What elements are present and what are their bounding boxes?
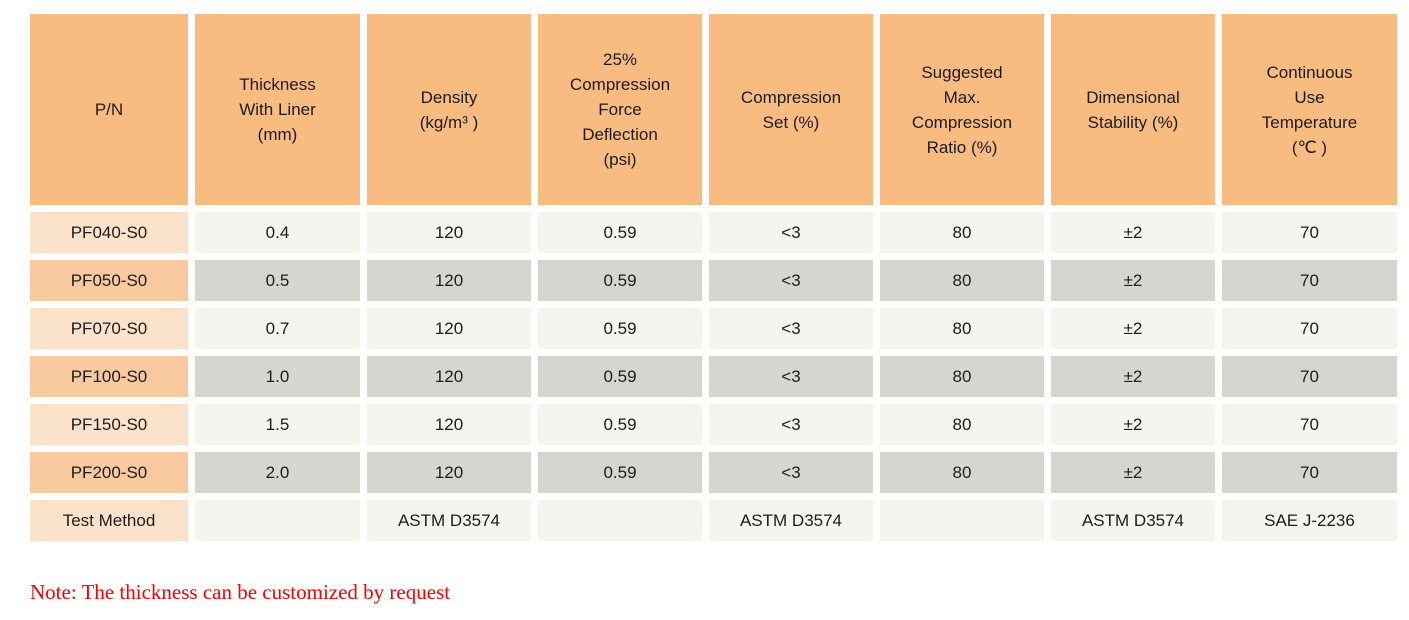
data-cell: ±2 (1051, 260, 1215, 301)
data-cell: 0.59 (538, 404, 702, 445)
data-cell: 120 (367, 260, 531, 301)
test-method-cell: ASTM D3574 (709, 500, 873, 541)
table-header: P/N Thickness With Liner (mm) Density (k… (30, 14, 1397, 205)
data-cell: <3 (709, 404, 873, 445)
data-cell: 0.59 (538, 308, 702, 349)
table-body: PF040-S0 0.4 120 0.59 <3 80 ±2 70 PF050-… (30, 212, 1397, 541)
test-method-cell: ASTM D3574 (367, 500, 531, 541)
table-row-pf040: PF040-S0 0.4 120 0.59 <3 80 ±2 70 (30, 212, 1397, 253)
data-cell: 80 (880, 356, 1044, 397)
data-cell: <3 (709, 212, 873, 253)
header-cell-max-compression-ratio: Suggested Max. Compression Ratio (%) (880, 14, 1044, 205)
data-cell: 0.59 (538, 212, 702, 253)
data-cell: <3 (709, 308, 873, 349)
data-cell: 70 (1222, 404, 1397, 445)
test-method-cell: ASTM D3574 (1051, 500, 1215, 541)
data-cell: 70 (1222, 452, 1397, 493)
data-cell: <3 (709, 452, 873, 493)
data-cell: 120 (367, 404, 531, 445)
header-cell-compression-set: Compression Set (%) (709, 14, 873, 205)
header-row: P/N Thickness With Liner (mm) Density (k… (30, 14, 1397, 205)
data-cell: 80 (880, 404, 1044, 445)
data-cell: 120 (367, 212, 531, 253)
data-cell: ±2 (1051, 356, 1215, 397)
test-method-row: Test Method ASTM D3574 ASTM D3574 ASTM D… (30, 500, 1397, 541)
data-cell: 0.5 (195, 260, 360, 301)
data-cell: 80 (880, 212, 1044, 253)
pn-cell: PF050-S0 (30, 260, 188, 301)
data-cell: 80 (880, 452, 1044, 493)
data-cell: 70 (1222, 308, 1397, 349)
table-row-pf200: PF200-S0 2.0 120 0.59 <3 80 ±2 70 (30, 452, 1397, 493)
data-cell: 70 (1222, 260, 1397, 301)
data-cell: 120 (367, 452, 531, 493)
product-spec-table: P/N Thickness With Liner (mm) Density (k… (23, 7, 1404, 548)
data-cell: 70 (1222, 356, 1397, 397)
data-cell: 80 (880, 308, 1044, 349)
data-cell: 2.0 (195, 452, 360, 493)
table-row-pf150: PF150-S0 1.5 120 0.59 <3 80 ±2 70 (30, 404, 1397, 445)
data-cell: ±2 (1051, 212, 1215, 253)
pn-cell: PF100-S0 (30, 356, 188, 397)
note-text: Note: The thickness can be customized by… (30, 580, 451, 604)
data-cell: <3 (709, 260, 873, 301)
test-method-cell (195, 500, 360, 541)
test-method-label-cell: Test Method (30, 500, 188, 541)
data-cell: ±2 (1051, 404, 1215, 445)
data-cell: 0.59 (538, 356, 702, 397)
data-cell: 1.5 (195, 404, 360, 445)
pn-cell: PF040-S0 (30, 212, 188, 253)
data-cell: 0.7 (195, 308, 360, 349)
table-row-pf100: PF100-S0 1.0 120 0.59 <3 80 ±2 70 (30, 356, 1397, 397)
data-cell: 120 (367, 356, 531, 397)
test-method-cell: SAE J-2236 (1222, 500, 1397, 541)
data-cell: 1.0 (195, 356, 360, 397)
spec-table-wrap: P/N Thickness With Liner (mm) Density (k… (23, 7, 1404, 548)
header-cell-density: Density (kg/m³ ) (367, 14, 531, 205)
test-method-cell (538, 500, 702, 541)
data-cell: 0.4 (195, 212, 360, 253)
header-cell-dimensional-stability: Dimensional Stability (%) (1051, 14, 1215, 205)
data-cell: 70 (1222, 212, 1397, 253)
data-cell: 120 (367, 308, 531, 349)
header-cell-compression-force-deflection: 25% Compression Force Deflection (psi) (538, 14, 702, 205)
test-method-cell (880, 500, 1044, 541)
data-cell: ±2 (1051, 308, 1215, 349)
data-cell: 80 (880, 260, 1044, 301)
pn-cell: PF200-S0 (30, 452, 188, 493)
data-cell: <3 (709, 356, 873, 397)
data-cell: 0.59 (538, 452, 702, 493)
pn-cell: PF150-S0 (30, 404, 188, 445)
header-cell-thickness: Thickness With Liner (mm) (195, 14, 360, 205)
table-row-pf050: PF050-S0 0.5 120 0.59 <3 80 ±2 70 (30, 260, 1397, 301)
pn-cell: PF070-S0 (30, 308, 188, 349)
header-cell-pn: P/N (30, 14, 188, 205)
table-row-pf070: PF070-S0 0.7 120 0.59 <3 80 ±2 70 (30, 308, 1397, 349)
data-cell: ±2 (1051, 452, 1215, 493)
data-cell: 0.59 (538, 260, 702, 301)
header-cell-continuous-use-temperature: Continuous Use Temperature (℃ ) (1222, 14, 1397, 205)
